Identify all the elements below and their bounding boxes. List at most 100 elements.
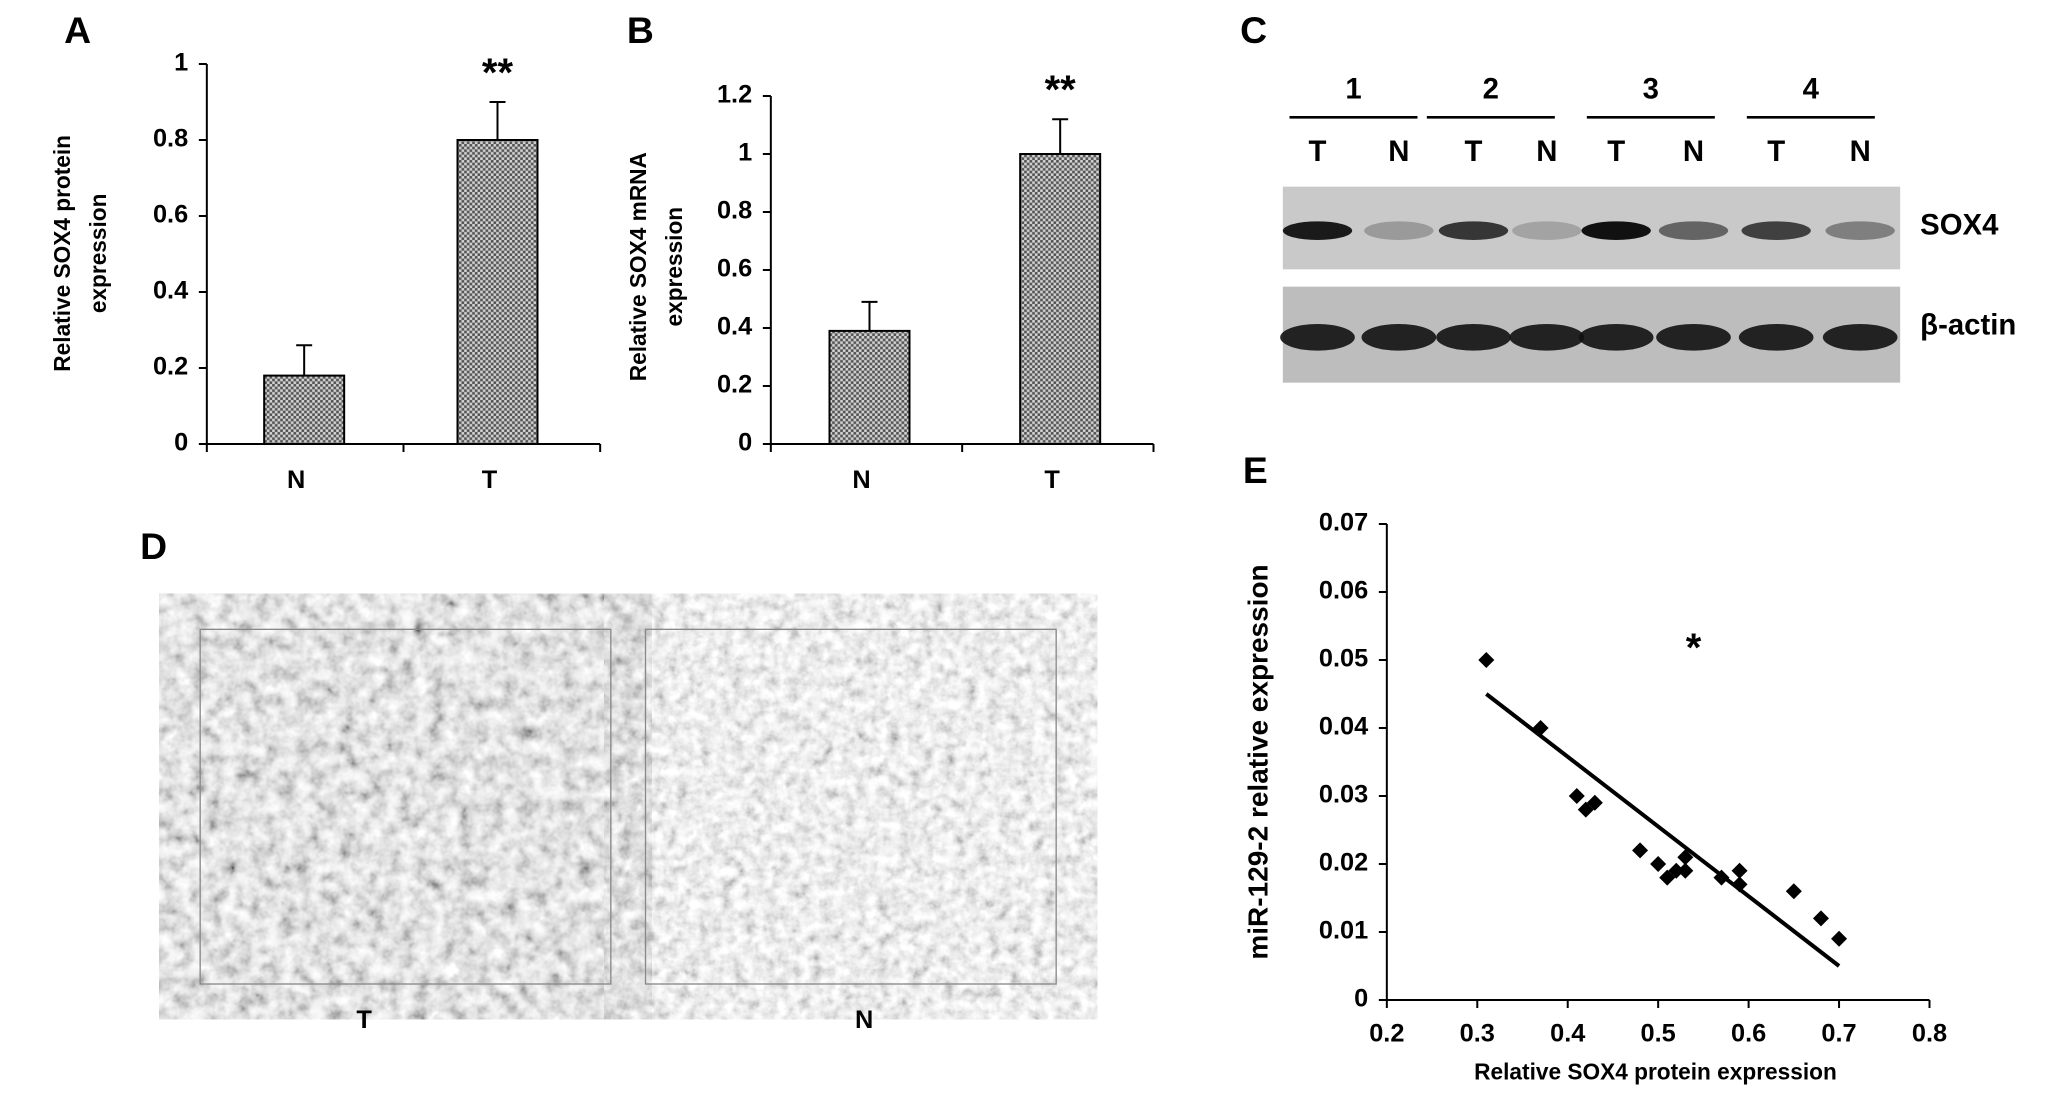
sox4-band [1512,221,1582,240]
point [1650,856,1667,872]
lane-label: T [1607,135,1625,168]
bar [828,329,911,445]
actin-band [1436,324,1511,351]
y-tick-label: 0.05 [1319,645,1368,673]
x-tick-label: T [482,466,498,494]
lane-label: N [1850,135,1871,168]
sox4-band [1438,221,1509,240]
bar [456,139,539,445]
y-tick-label: 1 [738,139,752,167]
x-axis-label: Relative SOX4 protein expression [1474,1058,1837,1084]
y-tick-label: 0.8 [153,125,188,153]
bar [263,374,346,446]
x-tick-label: 0.2 [1369,1019,1404,1047]
y-tick-label: 0 [738,429,752,457]
lane-label: N [1388,135,1409,168]
y-tick-label: 0.6 [717,255,752,283]
lane-group-label: 2 [1483,72,1499,105]
point [1713,869,1730,886]
panel-label: D [140,525,167,567]
y-tick-label: 0.01 [1319,917,1368,945]
image-label: T [356,1006,372,1034]
bar [1019,153,1102,445]
y-tick-label: 0.02 [1319,849,1368,877]
lane-group-label: 4 [1803,72,1820,105]
point [1677,849,1694,866]
y-axis-label: expression [661,207,687,327]
sox4-band [1581,221,1651,240]
y-axis-label: miR-129-2 relative expression [1243,564,1274,959]
x-tick-label: 0.8 [1912,1019,1947,1047]
y-tick-label: 0.2 [717,371,752,399]
y-tick-label: 0 [174,429,188,457]
image-label: N [855,1006,873,1034]
x-tick-label: 0.4 [1550,1019,1585,1047]
point [1532,720,1549,736]
image-frame [644,628,1057,985]
actin-band [1578,324,1654,351]
panel-label: E [1243,449,1268,491]
x-tick-label: N [287,466,305,494]
actin-band [1738,324,1814,351]
image-frame [199,628,612,985]
y-tick-label: 0.03 [1319,781,1368,809]
point [1632,842,1649,859]
y-tick-label: 0.4 [153,277,188,305]
y-tick-label: 0.04 [1319,713,1368,741]
panel-label: A [64,9,91,51]
y-axis-label: Relative SOX4 mRNA [625,152,651,381]
lane-label: T [1767,135,1785,168]
x-tick-label: N [852,466,870,494]
point [1812,910,1829,927]
y-axis-label: expression [85,194,111,314]
significance: ** [482,51,514,95]
sox4-band [1741,221,1811,240]
y-tick-label: 0 [1354,985,1368,1013]
lane-label: T [1309,135,1327,168]
significance: * [1686,626,1702,670]
point [1668,862,1685,879]
point [1731,876,1748,893]
panel-label: C [1240,9,1267,51]
x-tick-label: 0.6 [1731,1019,1766,1047]
y-tick-label: 1.2 [717,81,752,109]
lane-label: N [1683,135,1704,168]
y-tick-label: 0.07 [1319,509,1368,537]
x-tick-label: 0.7 [1821,1019,1856,1047]
y-tick-label: 0.06 [1319,577,1368,605]
sox4-band [1282,221,1353,240]
x-tick-label: T [1044,466,1060,494]
point [1785,883,1802,900]
lane-group-label: 1 [1345,72,1361,105]
protein-label: SOX4 [1920,208,1999,241]
x-tick-label: 0.3 [1460,1019,1495,1047]
y-tick-label: 0.4 [717,313,752,341]
protein-label: β-actin [1920,308,2016,341]
y-tick-label: 0.2 [153,353,188,381]
histology-image [645,629,1057,984]
lane-label: T [1465,135,1483,168]
y-tick-label: 0.6 [153,201,188,229]
sox4-band [1825,221,1895,240]
point [1478,652,1495,668]
panel-label: B [627,9,654,51]
actin-band [1822,324,1898,351]
x-tick-label: 0.5 [1641,1019,1676,1047]
histology-image [200,629,611,984]
trendline [1485,692,1841,968]
lane-label: N [1536,135,1557,168]
y-tick-label: 0.8 [717,197,752,225]
y-axis-label: Relative SOX4 protein [49,135,75,372]
significance: ** [1045,68,1077,112]
actin-band [1656,324,1731,351]
point [1568,788,1585,804]
point [1831,930,1848,947]
lane-group-label: 3 [1643,72,1659,105]
sox4-band [1658,221,1729,240]
point [1586,794,1603,811]
actin-band [1361,324,1437,351]
point [1677,862,1694,879]
actin-band [1509,324,1585,351]
actin-band [1280,324,1355,351]
